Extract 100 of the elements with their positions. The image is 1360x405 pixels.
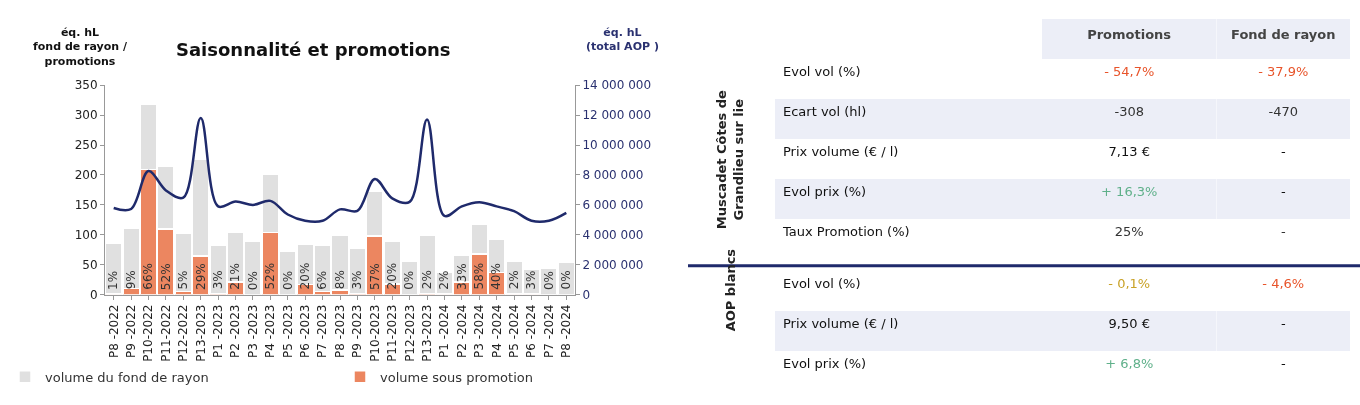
x-tick-label: P12-2023 — [402, 304, 417, 362]
annotation: 3% — [350, 270, 365, 290]
x-tick-label: P11-2023 — [385, 304, 400, 362]
text: - — [1280, 184, 1286, 200]
category-label: Evol prix (%) — [783, 356, 867, 372]
annotation: 66% — [141, 263, 156, 290]
category-label: Evol vol (%) — [783, 276, 861, 292]
y-tick-label: 200 — [74, 168, 98, 183]
x-tick-label: P2 -2024 — [454, 304, 469, 359]
text: AOP blancs — [722, 248, 738, 332]
text: 9,50 € — [1108, 316, 1150, 332]
y2-tick-label: 10 000 000 — [582, 138, 652, 153]
x-tick-label: P8 -2024 — [559, 304, 574, 359]
text: -470 — [1268, 104, 1299, 120]
annotation: 20% — [297, 262, 312, 290]
x-tick-label: P5 -2024 — [506, 304, 521, 359]
x-tick-label: P13-2023 — [193, 304, 208, 362]
x-tick-label: P1 -2024 — [437, 304, 452, 359]
legend-label: volume du fond de rayon — [45, 369, 209, 385]
x-tick-label: P10-2023 — [367, 304, 382, 362]
annotation: 3% — [210, 270, 225, 290]
annotation: 8% — [332, 270, 347, 290]
y2-tick-label: 14 000 000 — [582, 78, 652, 93]
x-tick-label: P9 -2023 — [350, 304, 365, 359]
text: + 6,8% — [1105, 356, 1154, 372]
y2-tick-label: 12 000 000 — [582, 108, 652, 123]
annotation: 5% — [176, 270, 191, 290]
category-label: Ecart vol (hl) — [783, 104, 867, 120]
annotation: 0% — [245, 271, 260, 291]
annotation: 21% — [228, 263, 243, 290]
y-axis-title: éq. hL fond de rayon / promotions — [33, 26, 128, 68]
annotation: 29% — [193, 263, 208, 290]
x-tick-label: P9 -2022 — [124, 304, 139, 359]
y2-tick-label: 4 000 000 — [582, 228, 644, 243]
annotation: 40% — [489, 263, 504, 290]
x-tick-label: P6 -2024 — [524, 304, 539, 359]
annotation: 9% — [123, 270, 138, 290]
annotation: 57% — [367, 263, 382, 291]
category-label: Taux Promotion (%) — [783, 224, 910, 240]
x-tick-label: P2 -2023 — [228, 304, 243, 359]
y2-tick-label: 8 000 000 — [582, 168, 644, 183]
x-tick-label: P7 -2024 — [541, 304, 556, 359]
text: - 4,6% — [1262, 276, 1305, 292]
y-tick-label: 100 — [74, 228, 98, 243]
annotation: 20% — [385, 262, 400, 290]
y2-tick-label: 0 — [582, 287, 591, 302]
annotation: 2% — [437, 270, 452, 290]
y-tick-label: 150 — [74, 198, 98, 213]
annotation: 58% — [472, 262, 487, 290]
annotation: 6% — [315, 270, 330, 290]
category-label: Prix volume (€ / l) — [783, 316, 899, 332]
text: 7,13 € — [1108, 144, 1150, 160]
x-tick-label: P12-2022 — [176, 304, 191, 362]
text: - 54,7% — [1104, 64, 1155, 80]
legend-label: volume sous promotion — [380, 369, 533, 385]
text: - — [1280, 316, 1286, 332]
y-tick-label: 350 — [74, 78, 98, 93]
text: Muscadet Côtes de Grandlieu sur lie — [713, 89, 746, 230]
annotation: 1% — [106, 270, 121, 290]
text: - 0,1% — [1108, 276, 1151, 292]
category-label: Promotions — [1087, 26, 1172, 42]
text: - — [1280, 356, 1286, 372]
chart-title: Saisonnalité et promotions — [176, 39, 451, 60]
x-tick-label: P10-2022 — [141, 304, 156, 362]
x-tick-label: P8 -2022 — [106, 304, 121, 359]
text: - — [1280, 224, 1286, 240]
category-label: Fond de rayon — [1231, 26, 1336, 42]
annotation: 2% — [506, 270, 521, 290]
text: - — [1280, 144, 1286, 160]
annotation: 0% — [280, 270, 295, 290]
y-tick-label: 250 — [74, 138, 98, 153]
text: - 37,9% — [1258, 64, 1309, 80]
annotation: 3% — [524, 270, 539, 290]
x-tick-label: P1 -2023 — [211, 304, 226, 359]
x-tick-label: P8 -2023 — [332, 304, 347, 359]
text: -308 — [1114, 104, 1144, 120]
annotation: 0% — [559, 270, 574, 290]
text: 25% — [1114, 224, 1144, 240]
x-tick-label: P7 -2023 — [315, 304, 330, 359]
y2-axis-title: éq. hL (total AOP ) — [586, 26, 659, 54]
category-label: Prix volume (€ / l) — [783, 144, 899, 160]
annotation: 52% — [263, 262, 278, 290]
annotation: 2% — [419, 270, 434, 290]
x-tick-label: P6 -2023 — [298, 304, 313, 359]
x-tick-label: P11-2022 — [158, 304, 173, 362]
x-tick-label: P5 -2023 — [280, 304, 295, 359]
y-tick-label: 50 — [82, 257, 98, 272]
y-tick-label: 0 — [89, 287, 98, 302]
y2-tick-label: 6 000 000 — [582, 198, 644, 213]
annotation: 52% — [158, 263, 173, 291]
text: + 16,3% — [1101, 184, 1158, 200]
x-tick-label: P3 -2023 — [245, 304, 260, 359]
x-tick-label: P3 -2024 — [472, 304, 487, 359]
category-label: Evol vol (%) — [783, 64, 861, 80]
x-tick-label: P4 -2024 — [489, 304, 504, 359]
annotation: 0% — [402, 270, 417, 290]
category-label: Evol prix (%) — [783, 184, 867, 200]
y-tick-label: 300 — [74, 108, 98, 123]
y2-tick-label: 2 000 000 — [582, 257, 644, 272]
annotation: 33% — [454, 263, 469, 291]
